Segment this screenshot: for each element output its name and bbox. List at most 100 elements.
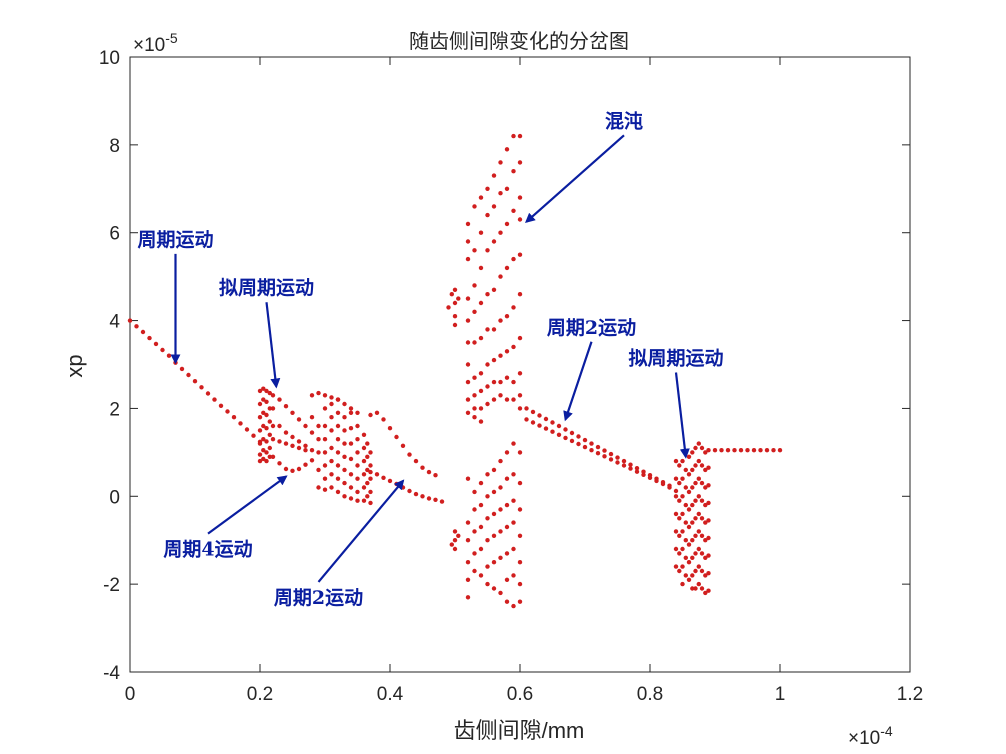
data-point [569, 430, 575, 436]
data-point [355, 410, 360, 415]
data-point [693, 568, 698, 574]
x-axis: 0 0.2 0.4 0.6 0.8 1 1.2 [125, 57, 923, 705]
data-point [478, 419, 484, 424]
data-point [465, 296, 471, 301]
data-point [296, 417, 302, 422]
data-point [465, 256, 471, 262]
data-point [465, 397, 471, 402]
data-point [192, 379, 198, 384]
data-point [465, 318, 471, 323]
data-point [703, 590, 708, 596]
data-point [576, 441, 581, 447]
data-point [342, 494, 347, 499]
data-point [530, 409, 536, 415]
data-point [690, 450, 695, 455]
x-tick-label: 0 [125, 684, 136, 705]
data-point [365, 480, 370, 486]
data-point [693, 533, 698, 538]
data-point [251, 433, 256, 438]
y-tick-label: -4 [103, 663, 120, 684]
data-point [433, 473, 438, 478]
data-point [426, 469, 432, 475]
data-point [686, 560, 692, 565]
data-point [517, 533, 523, 538]
data-point [335, 437, 341, 442]
data-point [504, 265, 510, 271]
data-point [680, 546, 685, 552]
data-point [680, 511, 685, 517]
data-point [498, 160, 503, 165]
data-point [342, 415, 347, 420]
data-point [309, 458, 315, 463]
data-point [777, 448, 783, 453]
data-point [478, 573, 484, 578]
data-point [511, 603, 516, 609]
data-point [680, 458, 685, 464]
data-point [498, 590, 503, 596]
data-point [641, 472, 646, 477]
x-exponent-base: ×10 [848, 728, 880, 749]
data-point [283, 466, 289, 472]
data-point [342, 467, 347, 473]
data-point [368, 412, 373, 418]
data-point [654, 478, 659, 484]
data-point [218, 403, 224, 408]
data-point [504, 524, 510, 530]
data-point [478, 406, 484, 411]
data-point [296, 466, 302, 472]
data-point [465, 340, 471, 345]
data-point [686, 472, 692, 477]
data-point [368, 476, 373, 481]
data-point [322, 393, 328, 398]
data-point [517, 217, 523, 222]
data-point [517, 335, 523, 341]
data-point [316, 467, 321, 473]
x-axis-label: 齿侧间隙/mm [454, 718, 585, 743]
data-point [589, 448, 594, 453]
data-point [465, 560, 471, 565]
data-point [322, 437, 328, 442]
data-point [472, 375, 477, 380]
data-point [517, 195, 523, 200]
data-point [238, 421, 243, 426]
data-point [693, 516, 698, 521]
annotation-label: 周期2运动 [547, 317, 636, 339]
data-point [361, 485, 367, 490]
data-point [472, 507, 477, 512]
data-point [368, 450, 373, 455]
data-point [387, 426, 393, 431]
data-point [264, 458, 269, 464]
data-point [368, 463, 373, 468]
svg-text:×10-4: ×10-4 [848, 723, 893, 749]
data-point [267, 454, 272, 459]
data-point [485, 401, 490, 407]
data-point [277, 461, 282, 466]
data-point [270, 437, 276, 442]
chart-title: 随齿侧间隙变化的分岔图 [409, 29, 629, 53]
data-point [342, 454, 347, 459]
data-point [680, 476, 685, 481]
data-point [147, 335, 152, 341]
data-point [452, 538, 458, 543]
data-point [504, 375, 510, 380]
data-point [511, 498, 516, 503]
data-point [465, 410, 471, 415]
data-point [472, 340, 477, 345]
y-tick-label: 4 [109, 312, 120, 333]
data-point [732, 448, 737, 453]
data-point [703, 450, 708, 455]
data-point [348, 410, 354, 415]
data-point [677, 551, 682, 556]
data-point [537, 413, 542, 418]
data-point [511, 208, 516, 213]
data-point [524, 406, 529, 411]
data-point [322, 423, 328, 429]
data-point [342, 428, 347, 433]
data-point [764, 448, 770, 453]
data-point [368, 489, 373, 495]
data-point [449, 292, 454, 297]
data-point [160, 347, 165, 353]
data-point [355, 437, 360, 442]
data-point [491, 287, 497, 292]
